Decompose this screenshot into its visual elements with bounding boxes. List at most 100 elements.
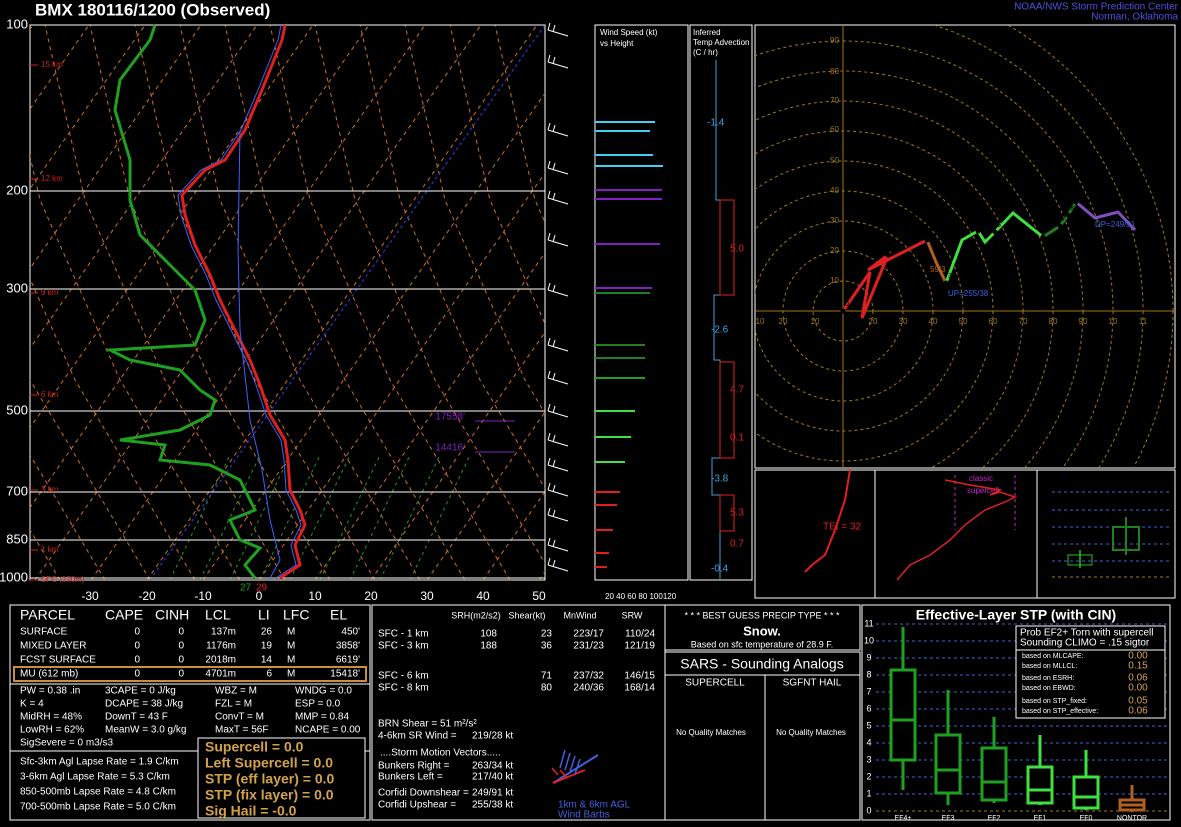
dry-adiabat [44,25,286,580]
axis-label: NONTOR [1117,815,1147,822]
dry-adiabat [30,154,241,580]
barb-icon [559,769,567,778]
wind-barb [547,197,569,205]
mixing-ratio [379,454,441,580]
axis-label: 6 [889,542,894,551]
table-cell: 6 [266,669,272,680]
table-header: SRW [622,610,643,620]
hodo-label: 20 [830,246,839,255]
table-header: PARCEL [20,607,75,623]
wind-barb [552,56,556,65]
table-cell: 0 [134,655,140,666]
barb-note: Wind Barbs [558,810,610,821]
table-cell: 71 [541,671,553,682]
panel-title: Effective-Layer STP (with CIN) [916,607,1116,623]
hodo-label: 60 [830,125,839,134]
prob-text: Sounding CLIMO = .15 sigtor [1020,638,1150,649]
advection-box [719,494,735,532]
hodo-point [992,229,998,235]
wind-barb [552,124,556,133]
based-label: based on MLCAPE: [1022,653,1084,660]
hodo-label: 70 [1019,317,1028,326]
based-value: 0.00 [1128,651,1148,662]
hodo-point-label: 5 [997,222,1001,229]
axis-label: 4 [866,737,871,747]
wind-barb [552,539,556,548]
table-cell: SFC - 6 km [378,671,429,682]
advection-box [719,361,735,459]
index-value: PW = 0.38 .in [20,686,80,697]
advection-value: -2.6 [711,325,729,336]
hodo-annotation: DP=249/91 [1095,220,1136,229]
index-value: NCAPE = 0.00 [295,725,361,736]
axis-label: 4 [889,557,894,566]
advection-value: -1.4 [707,118,725,129]
wind-barb [547,29,569,37]
pressure-label: 100 [6,16,28,31]
table-cell: 223/17 [573,629,604,640]
virtual-temp [177,24,302,579]
dewpoint [104,24,263,579]
mixing-ratio [319,454,381,580]
temp-label: -30 [81,589,99,603]
hodo-point-label: 8 [1070,205,1074,212]
hodo-label: 20 [869,317,878,326]
wind-barb [547,54,551,63]
axis-label: 0 [866,805,871,815]
wind-barb [547,61,569,69]
table-header: CINH [155,607,189,623]
axis-label: EF0 [1080,815,1093,822]
hodo-label: 40 [929,317,938,326]
barb-note: 1km & 6km AGL [558,800,631,811]
hodo-label: 90 [830,36,839,45]
index-value: 3CAPE = 0 J/kg [105,686,176,697]
axis-label: 4 [1044,507,1048,514]
based-value: 0.06 [1128,673,1148,684]
axis-label: 3 [1044,524,1048,531]
hodo-label: 10 [756,317,765,326]
table-cell: 23 [541,629,553,640]
table-cell: SFC - 8 km [378,683,429,694]
axis-label: 2 [1044,541,1048,548]
composite-value: STP (eff layer) = 0.0 [205,771,335,787]
axis-label: EF3 [942,815,955,822]
axis-label: 600 [762,495,776,504]
axis-label: 2 [889,572,894,581]
advection-profile [711,60,721,580]
stp-box [934,733,962,795]
sr-wind-profile [896,479,1017,581]
sars-match: No Quality Matches [776,728,846,737]
axis-label: 0 [1044,574,1048,581]
wind-barb [547,507,551,516]
hodo-point [1065,212,1071,218]
isotherm [34,25,426,580]
table-cell: 14 [261,655,273,666]
wind-barb [547,289,569,297]
hodo-point [943,280,949,286]
wind-barb [552,372,556,381]
index-value: ESP = 0.0 [295,699,341,710]
wind-barb [547,403,551,412]
table-cell: 108 [480,629,497,640]
hodo-annotation: 263/34 RM [943,303,982,312]
hodo-label: 50 [830,156,839,165]
table-cell: 2018m [205,655,236,666]
pressure-label: 700 [6,483,28,498]
composite-value: Left Supercell = 0.0 [205,755,333,771]
table-header: SRH(m2/s2) [451,610,501,620]
note: supercell [967,486,999,495]
axis-label: 3 [866,754,871,764]
axis-label: 800 [762,544,776,553]
based-value: 0.00 [1128,683,1148,694]
advection-value: 5.3 [730,508,744,519]
table-cell: 146/15 [624,671,655,682]
hodo-label: 10 [1109,317,1118,326]
index-value: DownT = 43 F [105,712,168,723]
precip-basis: Based on sfc temperature of 28.9 F. [691,639,834,649]
wind-barb [547,544,569,552]
dry-adiabat [179,25,421,580]
table-cell: 4701m [205,669,236,680]
advection-box [719,199,735,296]
